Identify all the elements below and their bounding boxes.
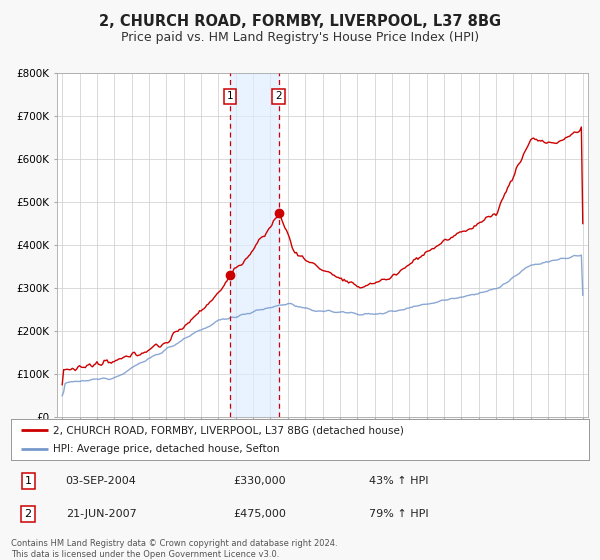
Text: 1: 1 bbox=[25, 477, 32, 486]
Text: 2, CHURCH ROAD, FORMBY, LIVERPOOL, L37 8BG: 2, CHURCH ROAD, FORMBY, LIVERPOOL, L37 8… bbox=[99, 14, 501, 29]
Text: £475,000: £475,000 bbox=[233, 509, 286, 519]
Text: 2, CHURCH ROAD, FORMBY, LIVERPOOL, L37 8BG (detached house): 2, CHURCH ROAD, FORMBY, LIVERPOOL, L37 8… bbox=[53, 426, 404, 436]
Text: 79% ↑ HPI: 79% ↑ HPI bbox=[370, 509, 429, 519]
Text: 2: 2 bbox=[25, 509, 32, 519]
Bar bbox=[230, 73, 278, 417]
Text: £330,000: £330,000 bbox=[233, 477, 286, 486]
Text: 2: 2 bbox=[275, 91, 282, 101]
Text: HPI: Average price, detached house, Sefton: HPI: Average price, detached house, Seft… bbox=[53, 444, 280, 454]
Text: 43% ↑ HPI: 43% ↑ HPI bbox=[370, 477, 429, 486]
Text: 1: 1 bbox=[227, 91, 233, 101]
Text: Contains HM Land Registry data © Crown copyright and database right 2024.
This d: Contains HM Land Registry data © Crown c… bbox=[11, 539, 337, 559]
Text: 03-SEP-2004: 03-SEP-2004 bbox=[66, 477, 137, 486]
Text: Price paid vs. HM Land Registry's House Price Index (HPI): Price paid vs. HM Land Registry's House … bbox=[121, 31, 479, 44]
Text: 21-JUN-2007: 21-JUN-2007 bbox=[66, 509, 136, 519]
